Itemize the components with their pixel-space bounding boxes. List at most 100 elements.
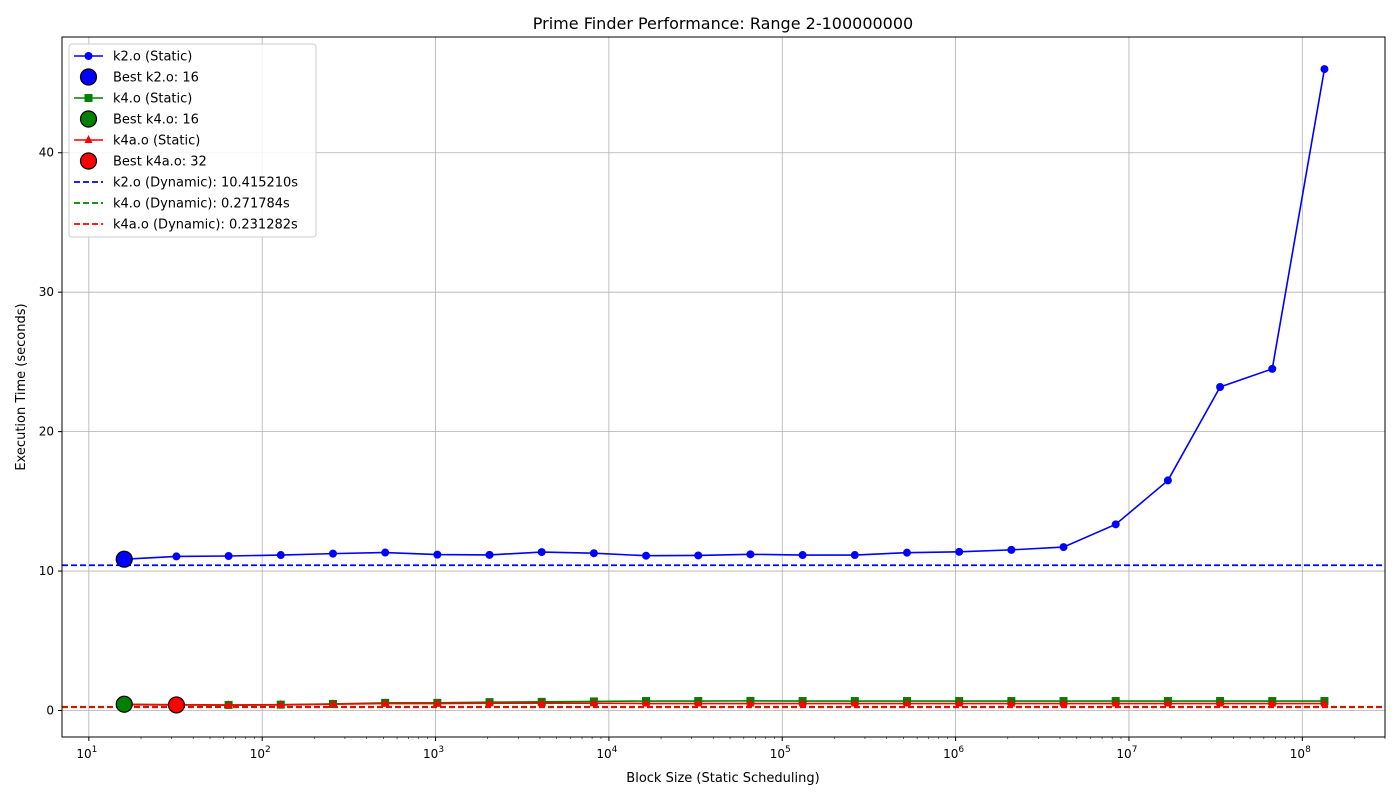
data-point: [1163, 698, 1172, 707]
data-point: [485, 550, 494, 559]
y-tick-label: 30: [39, 285, 54, 299]
x-tick-label: 101: [76, 745, 97, 761]
x-tick-exponent: 5: [785, 745, 791, 755]
data-point: [1007, 698, 1016, 707]
data-point: [1163, 476, 1172, 485]
data-point: [172, 552, 181, 561]
legend-label: k4a.o (Static): [113, 134, 200, 149]
y-tick-label: 0: [46, 704, 54, 718]
x-tick-label: 108: [1290, 745, 1311, 761]
data-point: [485, 698, 494, 707]
data-point: [642, 551, 651, 560]
y-axis: 0 10 20 30 40: [39, 146, 62, 718]
data-point: [537, 548, 546, 557]
x-tick-base: 10: [943, 747, 958, 761]
x-tick-label: 106: [943, 745, 964, 761]
y-tick-label: 40: [39, 146, 54, 160]
x-tick-base: 10: [1116, 747, 1131, 761]
x-tick-base: 10: [1290, 747, 1305, 761]
data-point: [328, 699, 337, 708]
legend-marker: [84, 94, 93, 102]
data-point: [902, 698, 911, 707]
data-point: [798, 698, 807, 707]
data-point: [537, 698, 546, 707]
series-group: [120, 65, 1329, 709]
data-point: [224, 552, 233, 561]
data-point: [433, 550, 442, 559]
data-point: [850, 698, 859, 707]
legend-label: k2.o (Static): [113, 50, 192, 65]
series-line: [124, 702, 1325, 707]
x-tick-exponent: 4: [612, 745, 618, 755]
legend-label: Best k4a.o: 32: [113, 155, 207, 170]
best-markers: [115, 550, 186, 714]
series-line: [124, 68, 1326, 561]
data-point: [850, 551, 859, 560]
legend-marker: [79, 68, 98, 86]
data-point: [1111, 698, 1120, 707]
data-point: [1320, 698, 1329, 707]
legend-marker: [79, 110, 98, 128]
x-tick-base: 10: [770, 747, 785, 761]
data-point: [589, 549, 598, 558]
legend-label: Best k2.o: 16: [113, 71, 199, 86]
legend-label: k4a.o (Dynamic): 0.231282s: [113, 218, 298, 233]
x-tick-label: 105: [770, 745, 791, 761]
best-marker: [115, 695, 133, 713]
legend-label: k4.o (Dynamic): 0.271784s: [113, 197, 290, 212]
plot-frame: [61, 36, 1386, 738]
data-point: [1320, 65, 1329, 74]
legend-marker: [84, 135, 93, 143]
data-point: [955, 547, 964, 556]
data-point: [694, 551, 703, 560]
data-point: [1007, 545, 1016, 554]
legend-box: [68, 43, 317, 238]
y-tick-label: 20: [39, 425, 54, 439]
legend-marker: [79, 152, 98, 170]
dynamic-reference-lines: [62, 564, 1385, 709]
data-point: [381, 548, 390, 557]
best-marker: [115, 550, 133, 568]
data-point: [694, 698, 703, 707]
data-point: [798, 551, 807, 560]
legend-marker: [84, 52, 93, 60]
data-point: [1059, 698, 1068, 707]
x-tick-exponent: 3: [438, 745, 444, 755]
data-point: [276, 551, 285, 560]
data-point: [381, 698, 390, 707]
y-axis-label: Execution Time (seconds): [14, 303, 29, 470]
x-tick-base: 10: [423, 747, 438, 761]
x-tick-exponent: 8: [1305, 745, 1311, 755]
x-axis: 101 102 103 104 105 106 107 108: [76, 737, 1386, 761]
data-point: [1059, 543, 1068, 552]
x-tick-exponent: 7: [1132, 745, 1138, 755]
data-point: [902, 548, 911, 557]
x-tick-label: 104: [596, 745, 617, 761]
data-point: [746, 698, 755, 707]
chart-title: Prime Finder Performance: Range 2-100000…: [533, 14, 913, 33]
legend: k2.o (Static) Best k2.o: 16 k4.o (Static) B…: [68, 43, 317, 238]
data-point: [433, 698, 442, 707]
best-marker: [167, 696, 186, 714]
data-point: [1216, 383, 1225, 391]
data-point: [1216, 698, 1225, 707]
data-point: [328, 549, 337, 558]
legend-label: k4.o (Static): [113, 92, 192, 107]
legend-label: k2.o (Dynamic): 10.415210s: [113, 176, 298, 191]
x-tick-label: 103: [423, 745, 444, 761]
x-tick-exponent: 6: [958, 745, 964, 755]
data-point: [1111, 520, 1120, 529]
data-point: [955, 698, 964, 707]
x-tick-base: 10: [596, 747, 611, 761]
x-axis-label: Block Size (Static Scheduling): [626, 771, 819, 786]
data-point: [746, 550, 755, 559]
x-tick-label: 107: [1116, 745, 1137, 761]
x-tick-label: 102: [250, 745, 271, 761]
legend-label: Best k4.o: 16: [113, 113, 199, 128]
data-point: [1268, 364, 1277, 373]
y-tick-label: 10: [39, 564, 54, 578]
x-tick-exponent: 2: [265, 745, 271, 755]
x-tick-exponent: 1: [92, 745, 98, 755]
x-tick-base: 10: [250, 747, 265, 761]
